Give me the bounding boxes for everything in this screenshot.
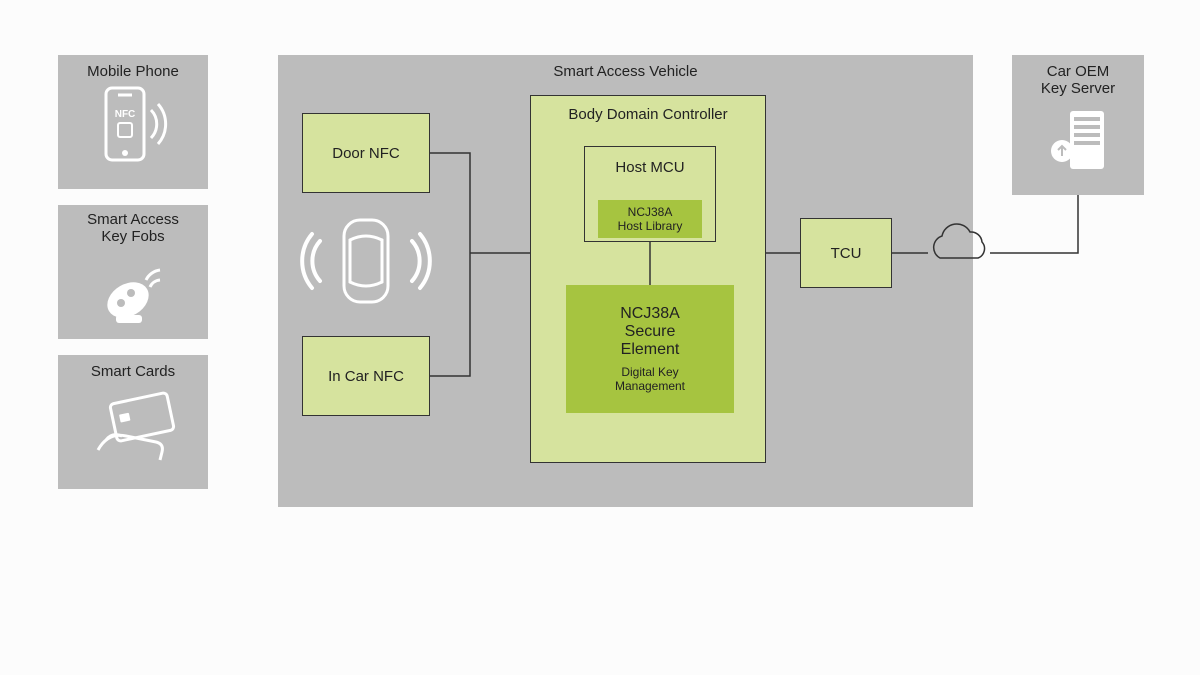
secure-sub2: Management bbox=[615, 379, 685, 393]
mobile-phone-label: Mobile Phone bbox=[58, 55, 208, 80]
in-car-nfc-label: In Car NFC bbox=[328, 368, 404, 385]
host-lib-line2: Host Library bbox=[618, 219, 683, 233]
secure-line2: Secure bbox=[625, 323, 676, 341]
key-fobs-box: Smart Access Key Fobs bbox=[58, 205, 208, 339]
hand-card-icon bbox=[58, 380, 208, 475]
host-mcu-label: Host MCU bbox=[585, 147, 715, 176]
car-nfc-icon bbox=[300, 206, 432, 316]
server-line2: Key Server bbox=[1012, 80, 1144, 97]
svg-text:NFC: NFC bbox=[115, 109, 136, 120]
secure-sub1: Digital Key bbox=[621, 365, 678, 379]
phone-nfc-icon: NFC bbox=[58, 80, 208, 175]
tcu-label: TCU bbox=[831, 245, 862, 262]
host-lib-line1: NCJ38A bbox=[628, 205, 673, 219]
secure-line3: Element bbox=[621, 341, 680, 359]
server-icon bbox=[1012, 97, 1144, 182]
tcu-box: TCU bbox=[800, 218, 892, 288]
vehicle-title: Smart Access Vehicle bbox=[278, 55, 973, 80]
key-fob-icon bbox=[58, 245, 208, 330]
secure-element-box: NCJ38A Secure Element Digital Key Manage… bbox=[566, 285, 734, 413]
bdc-title: Body Domain Controller bbox=[531, 96, 765, 123]
server-line1: Car OEM bbox=[1012, 55, 1144, 80]
key-fobs-label: Smart Access Key Fobs bbox=[58, 205, 208, 245]
in-car-nfc-box: In Car NFC bbox=[302, 336, 430, 416]
door-nfc-box: Door NFC bbox=[302, 113, 430, 193]
door-nfc-label: Door NFC bbox=[332, 145, 400, 162]
mobile-phone-box: Mobile Phone NFC bbox=[58, 55, 208, 189]
secure-line1: NCJ38A bbox=[620, 305, 680, 323]
smart-cards-box: Smart Cards bbox=[58, 355, 208, 489]
host-lib-box: NCJ38A Host Library bbox=[598, 200, 702, 238]
smart-cards-label: Smart Cards bbox=[58, 355, 208, 380]
server-box: Car OEM Key Server bbox=[1012, 55, 1144, 195]
